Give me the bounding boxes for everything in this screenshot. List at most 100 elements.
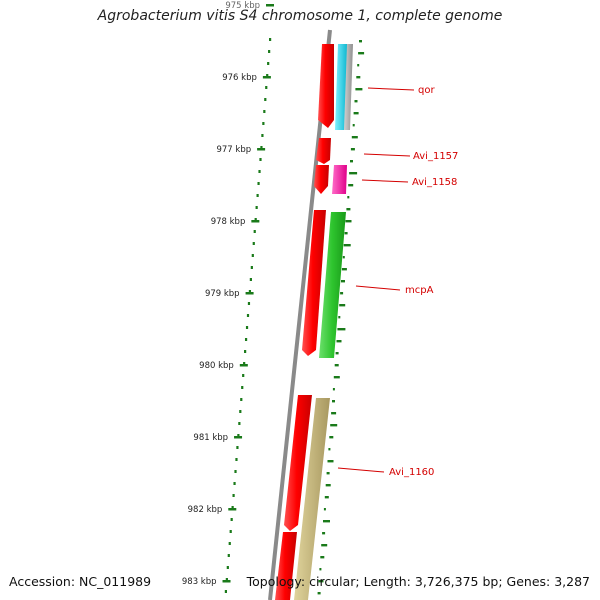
topology-label: Topology: circular; Length: 3,726,375 bp… xyxy=(246,574,590,589)
gc-skew-dash xyxy=(349,172,358,175)
ruler-dot xyxy=(260,146,263,149)
cds-arrow[interactable] xyxy=(275,532,297,600)
cds-arrow[interactable] xyxy=(284,395,312,531)
gc-skew-dash xyxy=(352,124,355,127)
gc-skew-dash xyxy=(325,484,331,487)
gene-label[interactable]: Avi_1157 xyxy=(413,151,458,162)
gene-label[interactable]: Avi_1160 xyxy=(389,467,434,478)
ruler-dot xyxy=(226,566,229,569)
cds-arrow[interactable] xyxy=(314,165,329,194)
gc-skew-dash xyxy=(343,244,351,247)
gc-skew-dash xyxy=(351,136,358,139)
tick-label: 978 kbp xyxy=(211,217,246,227)
gc-skew-dash xyxy=(348,184,354,187)
ruler-dot xyxy=(243,362,246,365)
ruler-dot xyxy=(238,422,241,425)
ruler-dot xyxy=(252,242,255,245)
cds-arrow[interactable] xyxy=(302,210,326,356)
ruler-dot xyxy=(224,590,228,593)
tick-mark xyxy=(262,76,271,79)
gc-skew-dash xyxy=(323,508,326,511)
gene-label[interactable]: mcpA xyxy=(405,285,434,296)
accession-label: Accession: NC_011989 xyxy=(9,574,152,589)
ruler-dot xyxy=(244,350,247,353)
ruler-dot xyxy=(267,62,270,65)
gene-label[interactable]: Avi_1158 xyxy=(412,177,457,188)
gc-skew-dash xyxy=(331,412,337,415)
tick-label: 976 kbp xyxy=(222,73,257,83)
ruler-dot xyxy=(259,158,262,161)
map-title: Agrobacterium vitis S4 chromosome 1, com… xyxy=(97,8,503,24)
tick-mark xyxy=(228,508,237,511)
gc-skew-dash xyxy=(341,280,345,283)
gc-skew-dash xyxy=(345,220,352,223)
ruler-dot xyxy=(239,410,242,413)
tick-mark xyxy=(222,580,231,583)
tick-mark xyxy=(234,436,243,439)
gc-skew-dash xyxy=(350,160,353,163)
ruler-dot xyxy=(231,506,234,509)
gc-skew-dash xyxy=(354,100,358,103)
gc-skew-dash xyxy=(358,52,365,55)
cds-arrow[interactable] xyxy=(318,44,334,128)
gc-skew-dash xyxy=(342,256,345,259)
ruler-dot xyxy=(232,494,235,497)
gene-bar-magenta[interactable] xyxy=(332,165,347,194)
gc-skew-dash xyxy=(339,304,346,307)
ruler-dot xyxy=(225,578,228,581)
ruler-dot xyxy=(246,314,250,317)
gc-skew-dash xyxy=(347,196,350,199)
ruler-dot xyxy=(261,134,264,137)
ruler-dot xyxy=(255,206,258,209)
gc-skew-dash xyxy=(327,460,334,463)
gene-label[interactable]: qor xyxy=(418,85,435,96)
tick-label: 983 kbp xyxy=(182,577,217,587)
gene-bar-tan[interactable] xyxy=(294,398,330,600)
ruler-dot xyxy=(258,170,261,173)
ruler-dot xyxy=(253,230,256,233)
ruler-dot xyxy=(269,38,272,41)
cds-arrow[interactable] xyxy=(316,138,331,164)
gc-skew-dash xyxy=(344,232,348,235)
ruler-dot xyxy=(229,530,232,533)
tick-mark xyxy=(245,292,254,295)
ruler-dot xyxy=(264,98,267,101)
ruler-dot xyxy=(244,338,248,341)
ruler-dot xyxy=(263,110,266,113)
gc-skew-dash xyxy=(357,64,360,67)
gc-skew-dash xyxy=(318,580,324,583)
tick-mark xyxy=(266,4,274,7)
secondary-track xyxy=(294,44,353,600)
ruler-dot xyxy=(265,86,268,89)
ruler-dot xyxy=(240,398,243,401)
ruler-dot xyxy=(237,434,240,437)
gene-bar-cyan[interactable] xyxy=(335,44,347,130)
ruler-dot xyxy=(230,518,233,521)
gene-label-leader xyxy=(361,179,409,183)
gc-skew-dash xyxy=(320,556,325,559)
tick-mark xyxy=(257,148,266,151)
tick-label: 977 kbp xyxy=(216,145,251,155)
ruler-dot xyxy=(245,326,249,329)
coordinate-ruler xyxy=(224,38,272,593)
tick-label: 981 kbp xyxy=(193,433,228,443)
gc-skew-dash xyxy=(323,520,330,523)
gc-skew-dash xyxy=(336,340,342,343)
gc-skew-dash xyxy=(355,88,363,91)
ruler-dot xyxy=(254,218,257,221)
ruler-dot xyxy=(234,470,237,473)
tick-label: 979 kbp xyxy=(205,289,240,299)
gene-bar-green[interactable] xyxy=(319,212,346,358)
gc-skew-dash xyxy=(335,352,339,355)
tick-mark xyxy=(239,364,248,367)
gene-label-leader xyxy=(355,285,401,291)
ruler-dot xyxy=(242,374,245,377)
cds-track xyxy=(275,44,334,600)
ruler-dot xyxy=(251,254,254,257)
ruler-dot xyxy=(256,194,259,197)
gc-skew-dash xyxy=(319,568,322,571)
ruler-dot xyxy=(268,50,271,53)
gene-label-leader xyxy=(367,87,415,91)
gc-skew-dash xyxy=(324,496,329,499)
